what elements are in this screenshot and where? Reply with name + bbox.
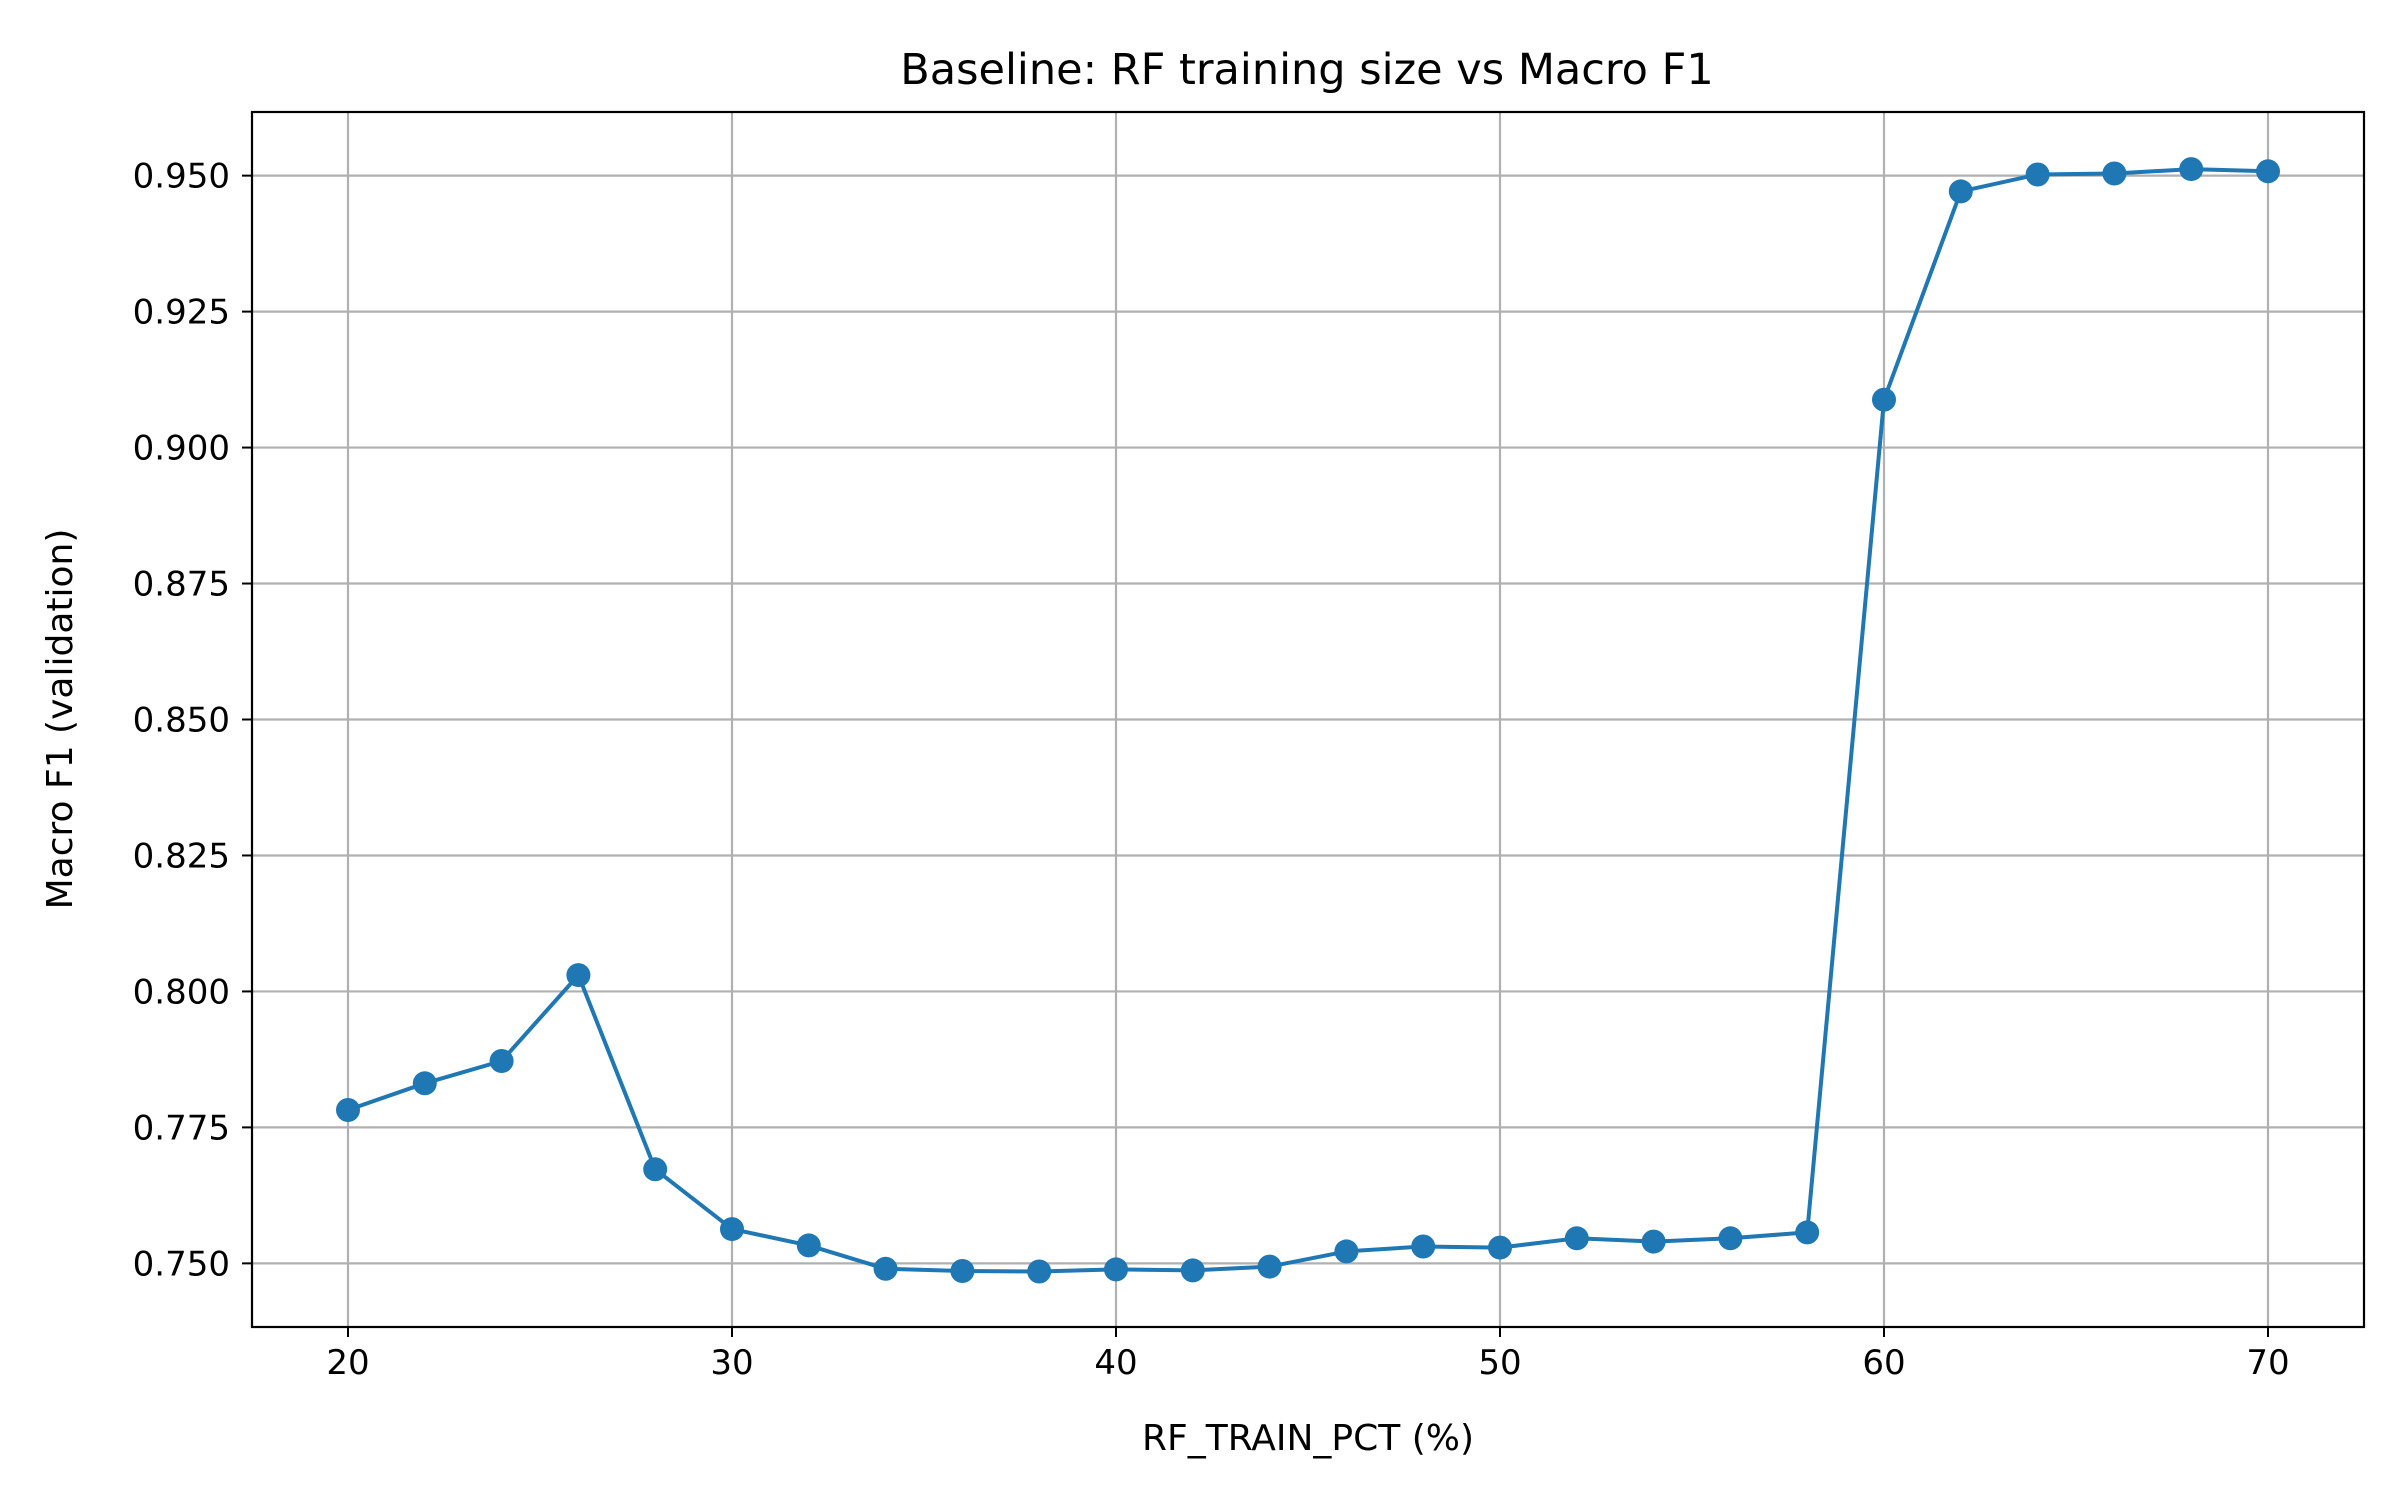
axis-ticks: 20 30 40 50 60 70 0.750 0.775 0.800 0.825 0.850 0.8…	[133, 157, 2290, 1383]
data-point	[1411, 1234, 1436, 1259]
data-point	[1948, 179, 1973, 204]
y-tick-label: 0.800	[133, 972, 230, 1012]
series-line	[346, 167, 2270, 1274]
y-tick-label: 0.850	[133, 701, 230, 741]
data-point	[643, 1157, 668, 1182]
y-tick-label: 0.950	[133, 157, 230, 197]
data-point	[873, 1256, 898, 1281]
y-axis-label: Macro F1 (validation)	[40, 529, 81, 910]
data-point	[1488, 1235, 1512, 1260]
plot-series	[336, 157, 2280, 1284]
data-point	[2256, 159, 2280, 184]
data-point	[720, 1217, 744, 1242]
data-point	[1641, 1229, 1666, 1254]
data-point	[1718, 1226, 1743, 1251]
data-point	[1795, 1220, 1820, 1245]
data-point	[1027, 1259, 1052, 1284]
x-tick-label: 60	[1862, 1343, 1905, 1383]
x-tick-label: 70	[2246, 1343, 2289, 1383]
data-point	[2025, 162, 2050, 187]
y-tick-label: 0.825	[133, 836, 230, 876]
y-tick-label: 0.775	[133, 1108, 230, 1148]
data-point	[336, 1098, 360, 1122]
x-tick-label: 20	[326, 1343, 369, 1383]
data-point	[1104, 1257, 1128, 1282]
data-point	[2179, 157, 2204, 182]
data-point	[796, 1233, 821, 1258]
y-tick-label: 0.925	[133, 293, 230, 333]
data-point	[1257, 1254, 1282, 1279]
data-point	[2102, 161, 2127, 186]
data-point	[489, 1049, 514, 1073]
data-point	[1564, 1226, 1589, 1251]
y-tick-label: 0.900	[133, 429, 230, 469]
y-tick-label: 0.750	[133, 1244, 230, 1284]
y-tick-label: 0.875	[133, 565, 230, 605]
chart-title: Baseline: RF training size vs Macro F1	[900, 45, 1713, 95]
x-axis-label: RF_TRAIN_PCT (%)	[1142, 1418, 1474, 1459]
data-point	[950, 1259, 975, 1283]
data-point	[1180, 1258, 1205, 1283]
x-tick-label: 40	[1094, 1343, 1137, 1383]
data-point	[412, 1071, 437, 1096]
x-tick-label: 50	[1478, 1343, 1521, 1383]
x-tick-label: 30	[710, 1343, 753, 1383]
data-point	[1872, 387, 1896, 412]
data-point	[1334, 1239, 1359, 1264]
grid	[252, 112, 2364, 1327]
data-point	[566, 963, 591, 988]
